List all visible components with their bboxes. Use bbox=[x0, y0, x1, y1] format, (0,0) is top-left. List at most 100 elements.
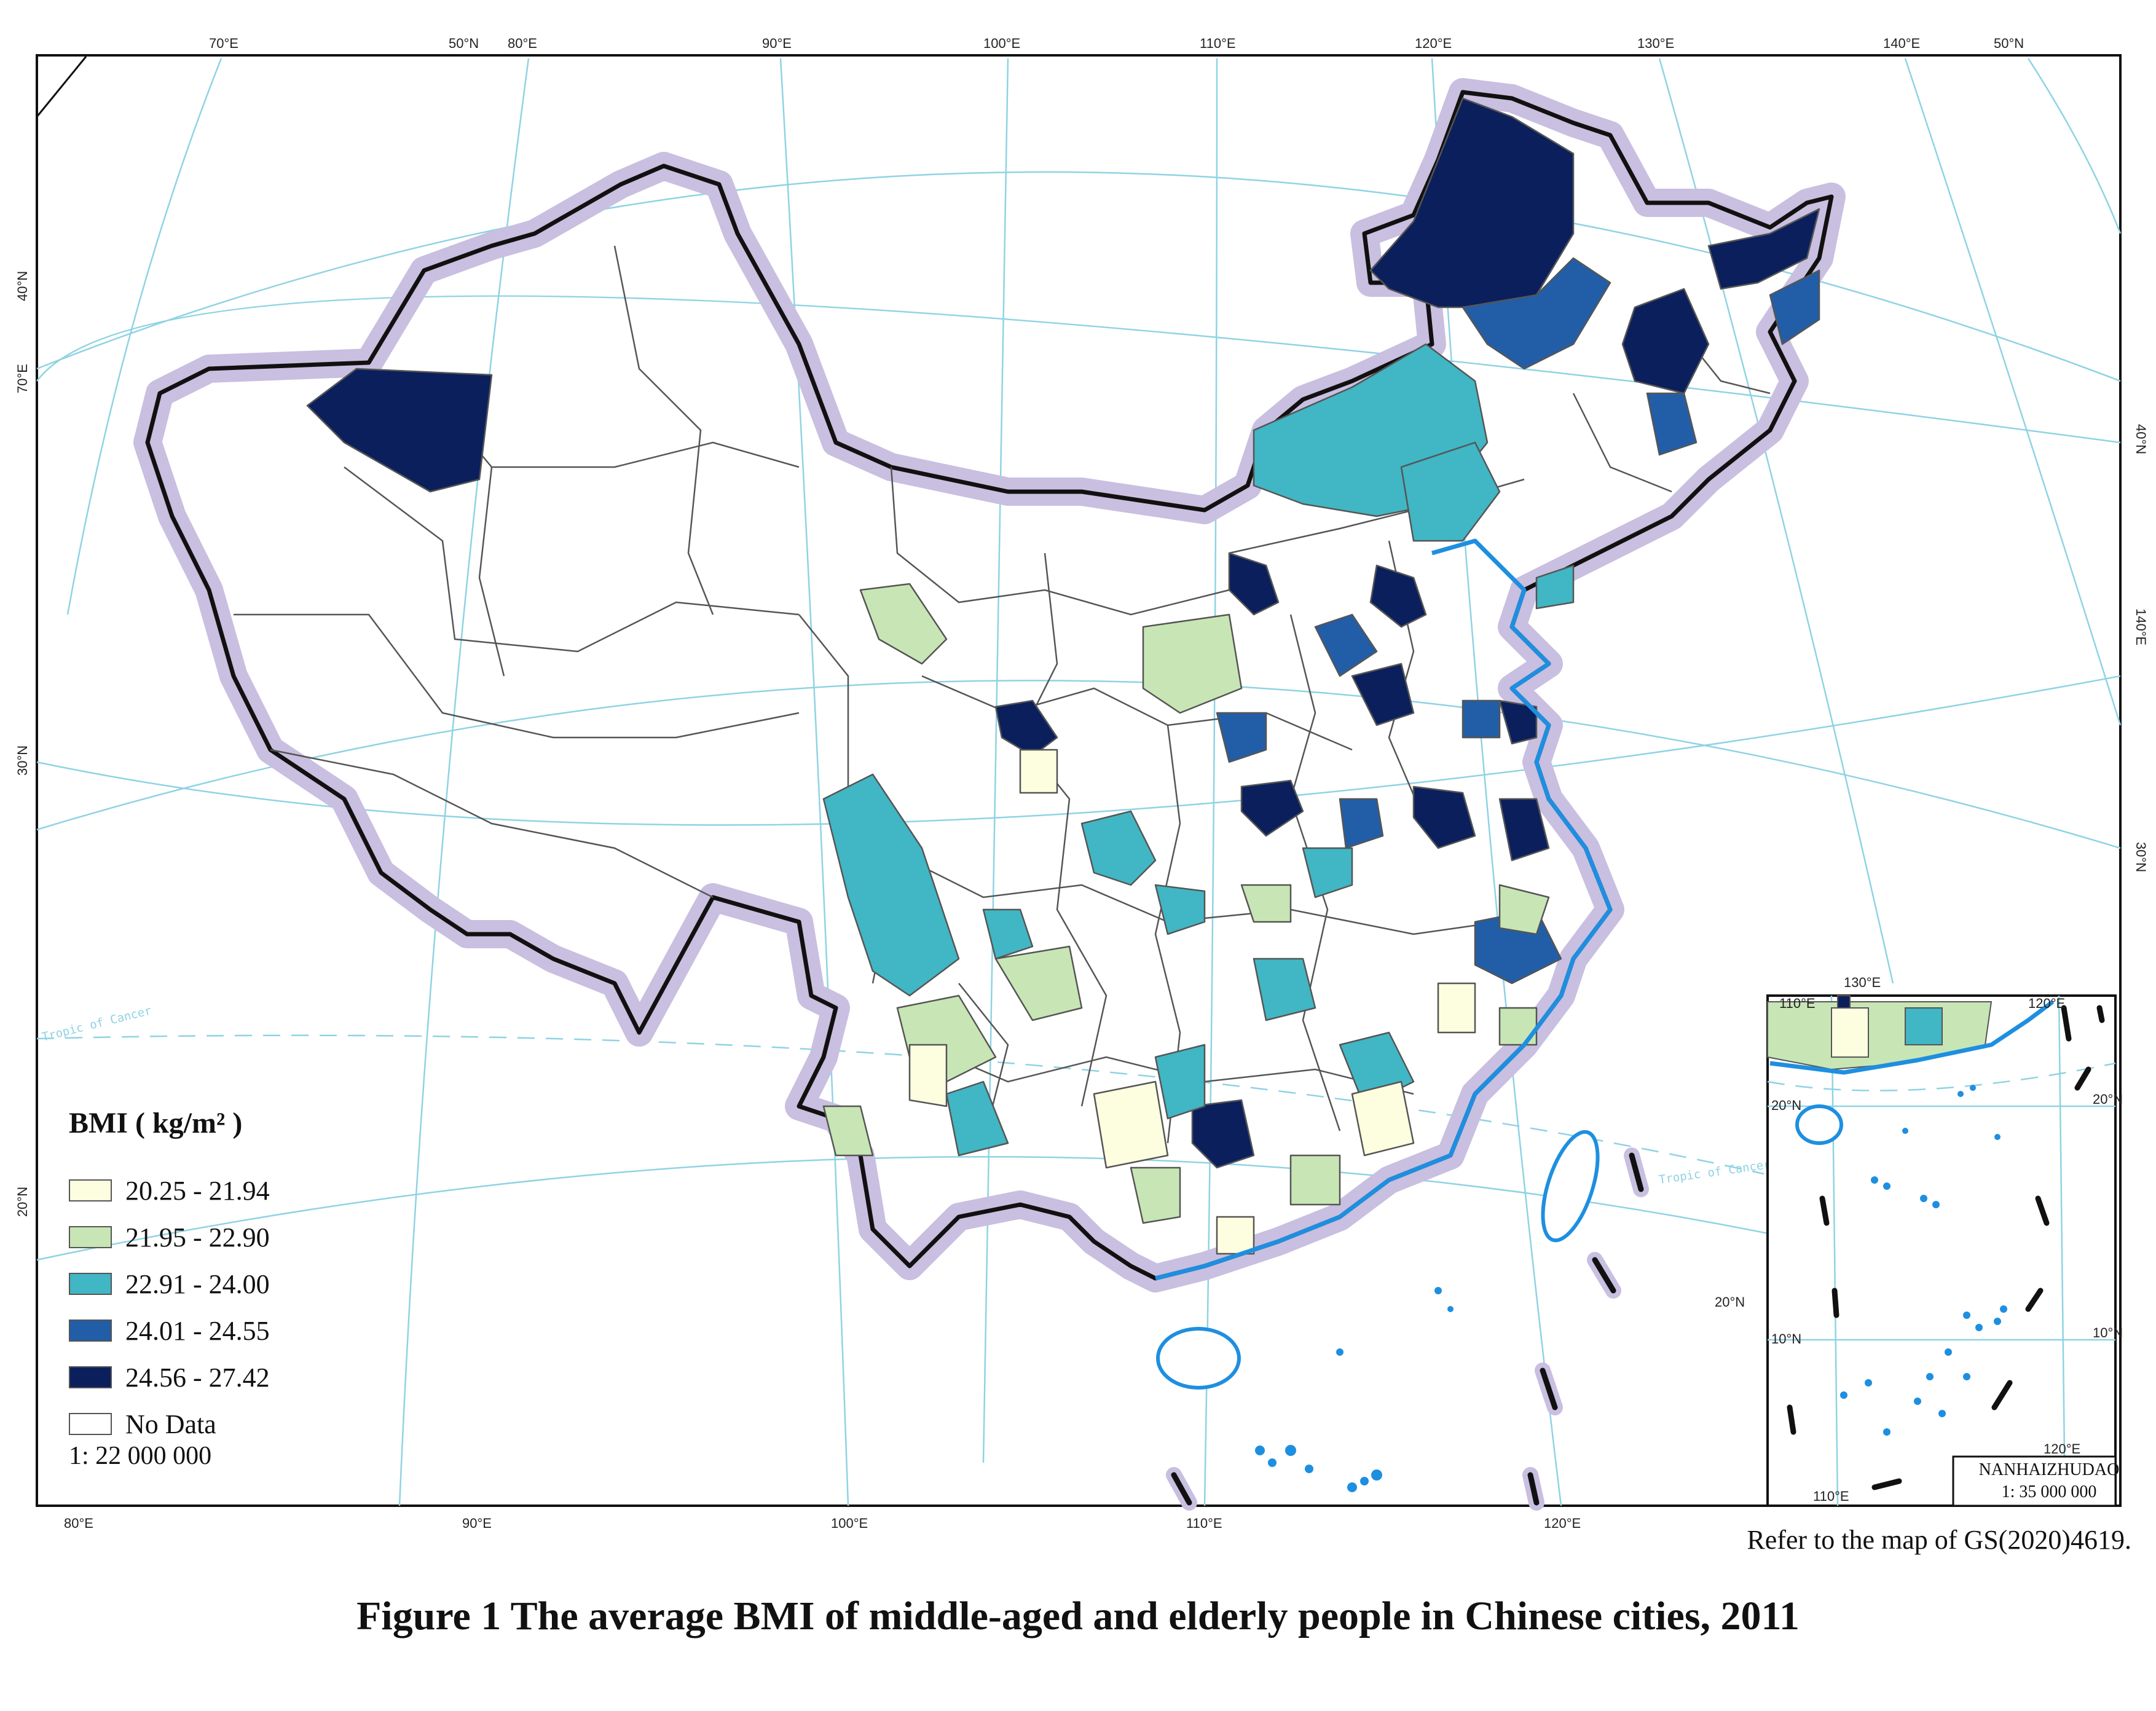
inset-tick-bottom: 110°E bbox=[1813, 1489, 1849, 1504]
tick-top-120e: 120°E bbox=[1415, 36, 1452, 51]
graticule-meridians bbox=[66, 58, 2122, 1506]
inset-tick-bottom2: 120°E bbox=[2044, 1441, 2080, 1457]
legend-label: 22.91 - 24.00 bbox=[125, 1268, 270, 1299]
inset-tick-top: 130°E bbox=[1844, 975, 1881, 990]
legend-item: 24.01 - 24.55 bbox=[69, 1314, 270, 1347]
inset-tick-20n-left: 20°N bbox=[1771, 1098, 1801, 1113]
source-note: Refer to the map of GS(2020)4619. bbox=[1747, 1525, 2131, 1555]
legend-swatch bbox=[69, 1366, 112, 1388]
region-class3 bbox=[822, 773, 960, 997]
region-class5 bbox=[1412, 785, 1476, 849]
tick-top-90e: 90°E bbox=[762, 36, 792, 51]
region-class5 bbox=[1351, 663, 1415, 726]
region-class3 bbox=[1080, 810, 1157, 886]
region-class1 bbox=[1093, 1080, 1169, 1169]
inset-tick-tl: 110°E bbox=[1779, 996, 1816, 1011]
region-class4 bbox=[1339, 798, 1384, 849]
region-class5 bbox=[1707, 208, 1820, 290]
map-scale: 1: 22 000 000 bbox=[69, 1442, 212, 1470]
tick-top-130e: 130°E bbox=[1637, 36, 1674, 51]
inset-tick-10n-left: 10°N bbox=[1771, 1331, 1801, 1347]
region-class2 bbox=[859, 583, 948, 665]
region-class1 bbox=[1351, 1080, 1415, 1157]
region-class2 bbox=[1130, 1166, 1181, 1224]
region-class3 bbox=[1253, 958, 1316, 1021]
inset-tick-10n-right: 10°N bbox=[2093, 1325, 2123, 1340]
tick-bottom-80e: 80°E bbox=[64, 1516, 93, 1531]
legend-label: 24.01 - 24.55 bbox=[125, 1315, 270, 1346]
tick-left-20n: 20°N bbox=[15, 1187, 30, 1217]
figure-caption: Figure 1 The average BMI of middle-aged … bbox=[356, 1594, 1800, 1638]
region-class1 bbox=[1019, 749, 1058, 794]
tick-bottom-120e: 120°E bbox=[1544, 1516, 1581, 1531]
south-sea-islands bbox=[1255, 1287, 1454, 1492]
inset-name: NANHAIZHUDAO bbox=[1978, 1460, 2120, 1479]
tick-bottom-90e: 90°E bbox=[462, 1516, 492, 1531]
region-class2 bbox=[822, 1105, 874, 1157]
tick-top-80e: 80°E bbox=[508, 36, 537, 51]
region-class5 bbox=[1240, 779, 1304, 837]
bmi-regions bbox=[306, 97, 1820, 1255]
region-class3 bbox=[1400, 441, 1501, 542]
legend-title: BMI ( kg/m² ) bbox=[69, 1107, 243, 1139]
tick-top-50n-right: 50°N bbox=[1994, 36, 2024, 51]
admin-boundaries bbox=[234, 245, 1771, 1144]
region-class3 bbox=[1154, 1044, 1206, 1120]
inset-tick-20n-right: 20°N bbox=[2093, 1092, 2123, 1107]
tick-top-140e: 140°E bbox=[1883, 36, 1920, 51]
region-class5 bbox=[306, 368, 493, 493]
region-class3 bbox=[1154, 884, 1206, 935]
region-class5 bbox=[1498, 699, 1538, 745]
legend-item: 20.25 - 21.94 bbox=[69, 1174, 270, 1207]
legend-swatch bbox=[69, 1320, 112, 1342]
tick-inner-20n: 20°N bbox=[1715, 1294, 1745, 1310]
region-class2 bbox=[1142, 613, 1243, 714]
inset-tick-tr: 120°E bbox=[2028, 996, 2065, 1011]
region-class4 bbox=[1646, 392, 1698, 456]
inset-scale: 1: 35 000 000 bbox=[2001, 1482, 2097, 1501]
nine-dash-line bbox=[1166, 1147, 1649, 1511]
taiwan-island bbox=[1541, 1130, 1600, 1243]
region-class3 bbox=[1535, 564, 1575, 610]
region-class4 bbox=[1314, 613, 1378, 677]
region-class5 bbox=[1498, 798, 1550, 862]
region-class4 bbox=[1216, 712, 1267, 763]
tick-top-110e: 110°E bbox=[1200, 36, 1236, 51]
region-class3 bbox=[1302, 847, 1353, 899]
tick-bottom-100e: 100°E bbox=[831, 1516, 868, 1531]
legend-item: 21.95 - 22.90 bbox=[69, 1221, 270, 1254]
legend-label: No Data bbox=[125, 1409, 216, 1439]
tick-bottom-110e: 110°E bbox=[1186, 1516, 1222, 1531]
inset-map: 130°E 110°E 120°E 20°N 20°N 10°N 10°N 11… bbox=[1766, 975, 2123, 1507]
coastline bbox=[1155, 538, 1613, 1281]
tick-right-30n: 30°N bbox=[2133, 842, 2149, 872]
legend-label: 24.56 - 27.42 bbox=[125, 1362, 270, 1393]
region-class5 bbox=[1228, 552, 1280, 616]
hainan-island bbox=[1156, 1327, 1241, 1390]
region-class4 bbox=[1769, 269, 1820, 345]
region-class3 bbox=[982, 908, 1034, 960]
region-class2 bbox=[1498, 884, 1550, 935]
region-class2 bbox=[1289, 1154, 1341, 1206]
region-class4 bbox=[1462, 257, 1611, 370]
tick-left-30n: 30°N bbox=[15, 745, 30, 776]
region-class1 bbox=[1216, 1216, 1255, 1255]
region-class2 bbox=[1240, 884, 1292, 923]
legend-swatch bbox=[69, 1273, 112, 1295]
region-class5 bbox=[1191, 1099, 1255, 1169]
region-class2 bbox=[1498, 1007, 1538, 1046]
inset-caption: NANHAIZHUDAO 1: 35 000 000 bbox=[1953, 1459, 2145, 1503]
frame-corner-line bbox=[36, 56, 87, 117]
tick-left-40n: 40°N bbox=[15, 271, 30, 301]
legend-item: 24.56 - 27.42 bbox=[69, 1361, 270, 1394]
region-class1 bbox=[908, 1044, 948, 1107]
tick-top-70e: 70°E bbox=[209, 36, 238, 51]
legend-label: 21.95 - 22.90 bbox=[125, 1222, 270, 1253]
region-class2 bbox=[994, 945, 1083, 1021]
legend-label: 20.25 - 21.94 bbox=[125, 1175, 270, 1206]
region-class5 bbox=[994, 699, 1058, 757]
region-class4 bbox=[1462, 699, 1501, 739]
region-class1 bbox=[1437, 982, 1476, 1034]
region-class5 bbox=[1369, 97, 1575, 309]
